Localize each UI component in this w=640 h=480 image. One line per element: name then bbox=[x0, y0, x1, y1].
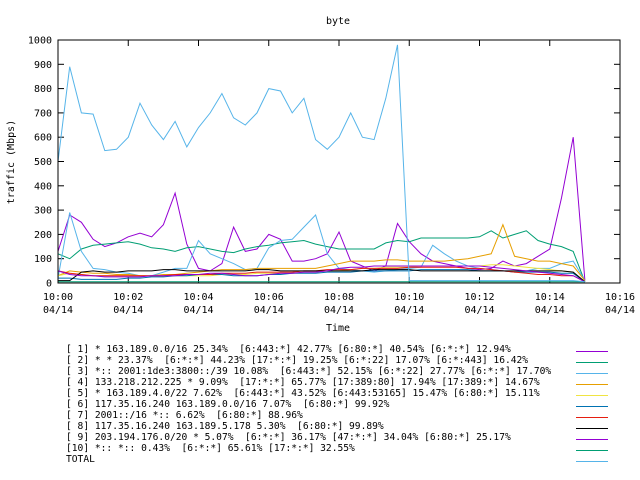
x-tick-date-label: 04/14 bbox=[535, 305, 565, 316]
y-tick-label: 100 bbox=[34, 254, 52, 265]
legend-label: [ 8] 117.35.16.240 163.189.5.178 5.30% [… bbox=[66, 421, 384, 432]
x-tick-time-label: 10:08 bbox=[324, 292, 354, 303]
legend-label: [ 5] * 163.189.4.0/22 7.62% [6:443:*] 43… bbox=[66, 388, 540, 399]
x-tick-date-label: 04/14 bbox=[113, 305, 143, 316]
legend-label: [ 3] *:: 2001:1de3:3800::/39 10.08% [6:4… bbox=[66, 366, 552, 377]
legend-entry: [ 2] * * 23.37% [6:*:*] 44.23% [17:*:*] … bbox=[66, 355, 626, 368]
legend-swatch bbox=[576, 406, 608, 407]
axis-ticks: 0 100 200 300 400 500 600 700 800 900 1000 10:00 04/… bbox=[28, 36, 635, 317]
x-tick-time-label: 10:00 bbox=[43, 292, 73, 303]
y-tick-label: 500 bbox=[34, 157, 52, 168]
legend-entry: [ 4] 133.218.212.225 * 9.09% [17:*:*] 65… bbox=[66, 377, 626, 390]
x-tick-time-label: 10:04 bbox=[183, 292, 213, 303]
y-tick-label: 600 bbox=[34, 133, 52, 144]
legend-swatch bbox=[576, 428, 608, 429]
legend-swatch bbox=[576, 351, 608, 352]
legend-label: [ 1] * 163.189.0.0/16 25.34% [6:443:*] 4… bbox=[66, 344, 511, 355]
y-tick-label: 400 bbox=[34, 181, 52, 192]
legend-swatch bbox=[576, 450, 608, 451]
x-tick-time-label: 10:02 bbox=[113, 292, 143, 303]
chart-title: byte bbox=[326, 16, 350, 27]
x-tick-time-label: 10:10 bbox=[394, 292, 424, 303]
legend-swatch bbox=[576, 461, 608, 462]
series-line-2 bbox=[57, 230, 586, 282]
series-line-9 bbox=[57, 265, 586, 283]
legend-entry: [ 9] 203.194.176.0/20 * 5.07% [6:*:*] 36… bbox=[66, 432, 626, 445]
legend-entry: [ 3] *:: 2001:1de3:3800::/39 10.08% [6:4… bbox=[66, 366, 626, 379]
x-tick-date-label: 04/14 bbox=[394, 305, 424, 316]
y-tick-label: 1000 bbox=[28, 36, 52, 47]
plot-frame bbox=[57, 39, 621, 284]
legend-entry: [ 8] 117.35.16.240 163.189.5.178 5.30% [… bbox=[66, 421, 626, 434]
series-line-8 bbox=[58, 269, 586, 283]
legend-label: TOTAL bbox=[66, 454, 95, 465]
chart-legend: [ 1] * 163.189.0.0/16 25.34% [6:443:*] 4… bbox=[66, 344, 626, 467]
y-tick-label: 700 bbox=[34, 108, 52, 119]
legend-swatch bbox=[576, 384, 608, 385]
legend-entry: [ 7] 2001::/16 *:: 6.62% [6:80:*] 88.96% bbox=[66, 410, 626, 423]
legend-entry: TOTAL bbox=[66, 454, 626, 467]
legend-swatch bbox=[576, 395, 608, 396]
legend-swatch bbox=[576, 439, 608, 440]
x-tick-date-label: 04/14 bbox=[324, 305, 354, 316]
legend-entry: [ 5] * 163.189.4.0/22 7.62% [6:443:*] 43… bbox=[66, 388, 626, 401]
series-lines bbox=[57, 44, 586, 283]
x-tick-time-label: 10:16 bbox=[605, 292, 635, 303]
legend-swatch bbox=[576, 362, 608, 363]
series-line-1 bbox=[57, 137, 586, 281]
x-tick-date-label: 04/14 bbox=[43, 305, 73, 316]
x-tick-date-label: 04/14 bbox=[605, 305, 635, 316]
x-tick-date-label: 04/14 bbox=[183, 305, 213, 316]
legend-swatch bbox=[576, 373, 608, 374]
x-tick-time-label: 10:14 bbox=[535, 292, 565, 303]
legend-entry: [ 6] 117.35.16.240 163.189.0.0/16 7.07% … bbox=[66, 399, 626, 412]
legend-label: [10] *:: *:: 0.43% [6:*:*] 65.61% [17:*:… bbox=[66, 443, 355, 454]
y-tick-label: 800 bbox=[34, 84, 52, 95]
y-tick-label: 200 bbox=[34, 230, 52, 241]
legend-label: [ 9] 203.194.176.0/20 * 5.07% [6:*:*] 36… bbox=[66, 432, 511, 443]
legend-label: [ 7] 2001::/16 *:: 6.62% [6:80:*] 88.96% bbox=[66, 410, 303, 421]
legend-label: [ 6] 117.35.16.240 163.189.0.0/16 7.07% … bbox=[66, 399, 390, 410]
legend-entry: [10] *:: *:: 0.43% [6:*:*] 65.61% [17:*:… bbox=[66, 443, 626, 456]
y-axis-label: traffic (Mbps) bbox=[6, 120, 17, 204]
y-tick-label: 900 bbox=[34, 60, 52, 71]
series-line-11 bbox=[57, 44, 585, 283]
x-tick-date-label: 04/14 bbox=[254, 305, 284, 316]
y-tick-label: 300 bbox=[34, 206, 52, 217]
legend-entry: [ 1] * 163.189.0.0/16 25.34% [6:443:*] 4… bbox=[66, 344, 626, 357]
legend-label: [ 2] * * 23.37% [6:*:*] 44.23% [17:*:*] … bbox=[66, 355, 529, 366]
x-axis-label: Time bbox=[326, 323, 350, 334]
legend-swatch bbox=[576, 417, 608, 418]
x-tick-time-label: 10:12 bbox=[464, 292, 494, 303]
x-tick-date-label: 04/14 bbox=[464, 305, 494, 316]
legend-label: [ 4] 133.218.212.225 * 9.09% [17:*:*] 65… bbox=[66, 377, 540, 388]
x-tick-time-label: 10:06 bbox=[254, 292, 284, 303]
series-line-7 bbox=[57, 266, 586, 283]
y-tick-label: 0 bbox=[46, 279, 52, 290]
